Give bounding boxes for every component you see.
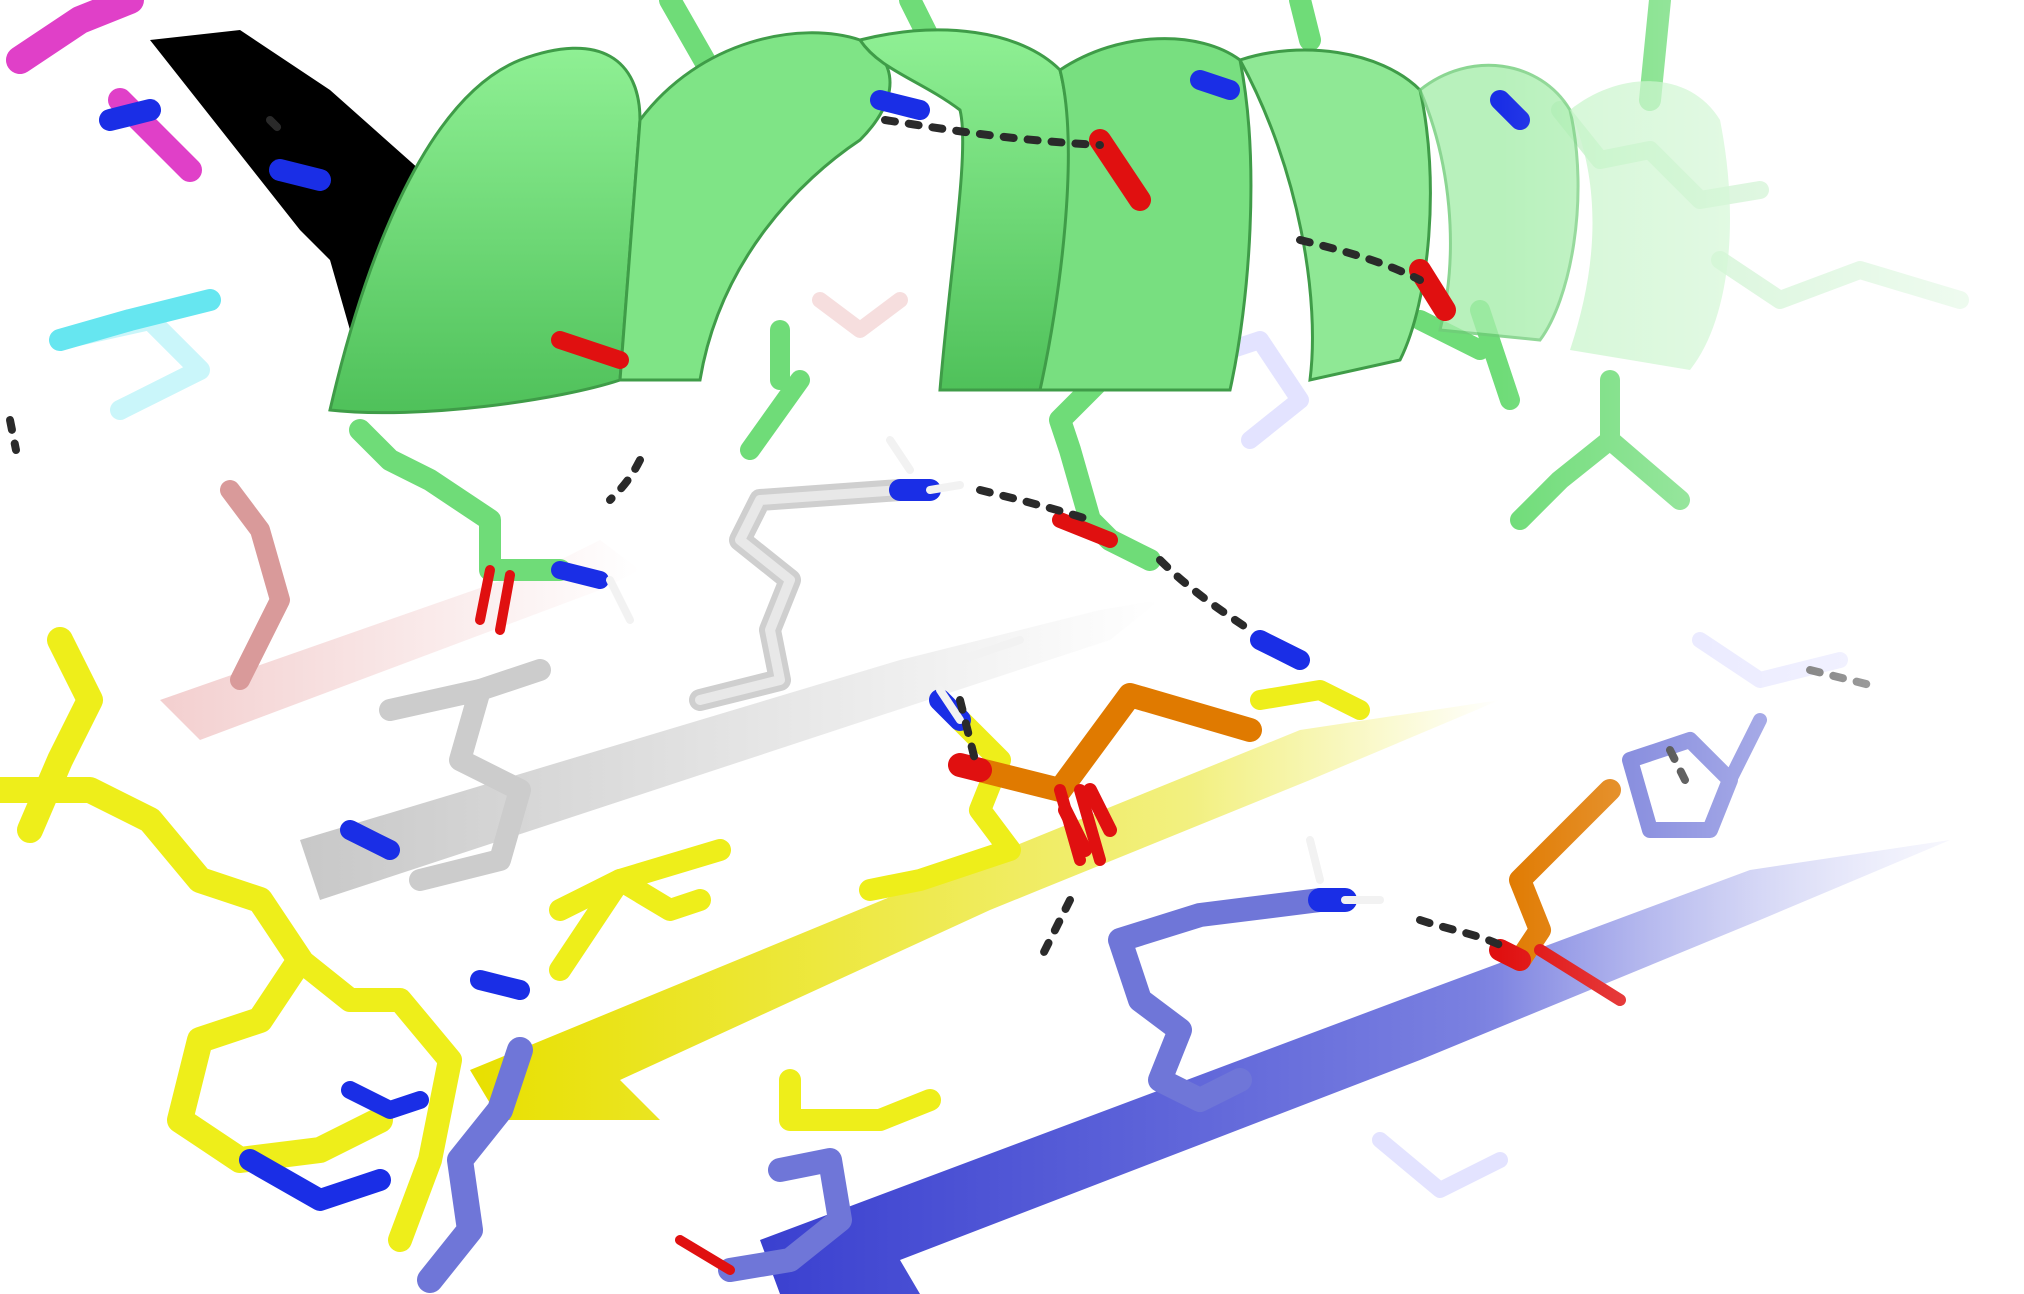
blue-residue-left <box>341 1037 533 1293</box>
lysine-gray-sidechain <box>689 479 911 711</box>
beta-sheet-red <box>160 540 640 740</box>
lysine-blue-sidechain <box>1108 888 1332 1112</box>
depth-fade-overlay <box>1500 0 2024 1294</box>
yellow-backbone <box>0 627 462 1252</box>
orange-ligand-1 <box>948 683 1262 866</box>
hydrogen-atoms <box>606 436 1384 904</box>
beta-sheet-yellow <box>470 700 1500 1120</box>
